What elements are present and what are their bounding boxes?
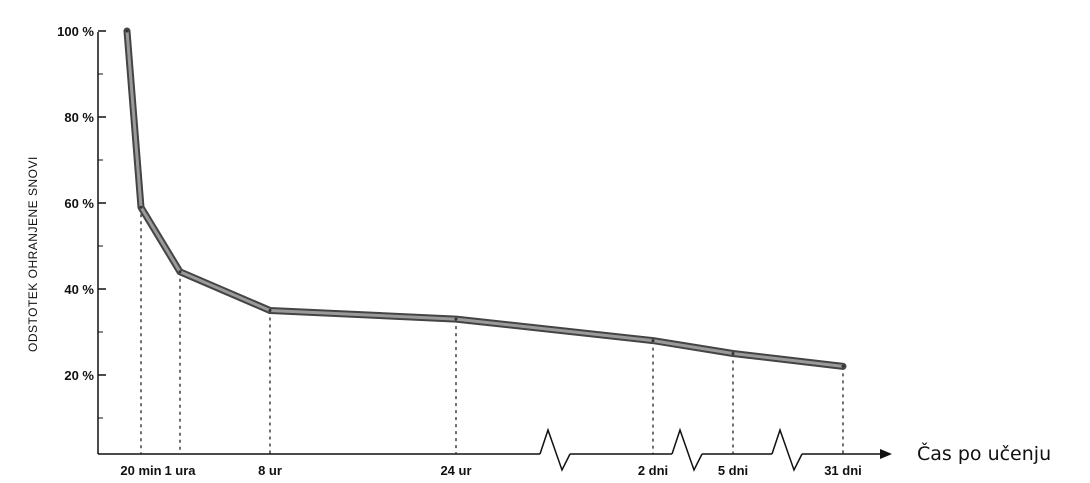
x-axis-title: Čas po učenju <box>917 441 1051 465</box>
data-point <box>841 364 845 368</box>
axis-break-2 <box>671 427 703 472</box>
data-point <box>139 205 143 209</box>
axis-break-1 <box>539 427 571 472</box>
y-tick-label: 80 % <box>64 110 94 125</box>
drop-lines <box>140 207 844 454</box>
y-tick-label: 100 % <box>57 24 94 39</box>
y-tick-label: 60 % <box>64 196 94 211</box>
x-tick-label: 1 ura <box>164 463 196 478</box>
x-tick-label: 5 dni <box>718 463 748 478</box>
data-point <box>651 339 655 343</box>
curve <box>123 27 847 370</box>
y-axis-title: ODSTOTEK OHRANJENE SNOVI <box>26 156 40 352</box>
curve-line <box>123 27 847 370</box>
data-point <box>731 352 735 355</box>
data-point <box>178 270 182 274</box>
axes <box>97 32 892 472</box>
x-tick-label: 24 ur <box>440 463 471 478</box>
y-ticks: 100 % 80 % 60 % 40 % 20 % <box>57 24 106 419</box>
axis-break-3 <box>771 427 803 472</box>
x-ticks: 20 min 1 ura 8 ur 24 ur 2 dni 5 dni 31 dni <box>120 463 861 478</box>
y-tick-label: 40 % <box>64 282 94 297</box>
x-axis-arrow-icon <box>880 449 892 459</box>
x-tick-label: 2 dni <box>638 463 668 478</box>
data-point <box>125 29 129 33</box>
x-tick-label: 8 ur <box>258 463 282 478</box>
x-tick-label: 31 dni <box>824 463 862 478</box>
x-tick-label: 20 min <box>120 463 161 478</box>
curve-line-highlight <box>125 29 845 368</box>
data-point <box>454 317 458 321</box>
data-point <box>268 309 272 312</box>
y-tick-label: 20 % <box>64 368 94 383</box>
